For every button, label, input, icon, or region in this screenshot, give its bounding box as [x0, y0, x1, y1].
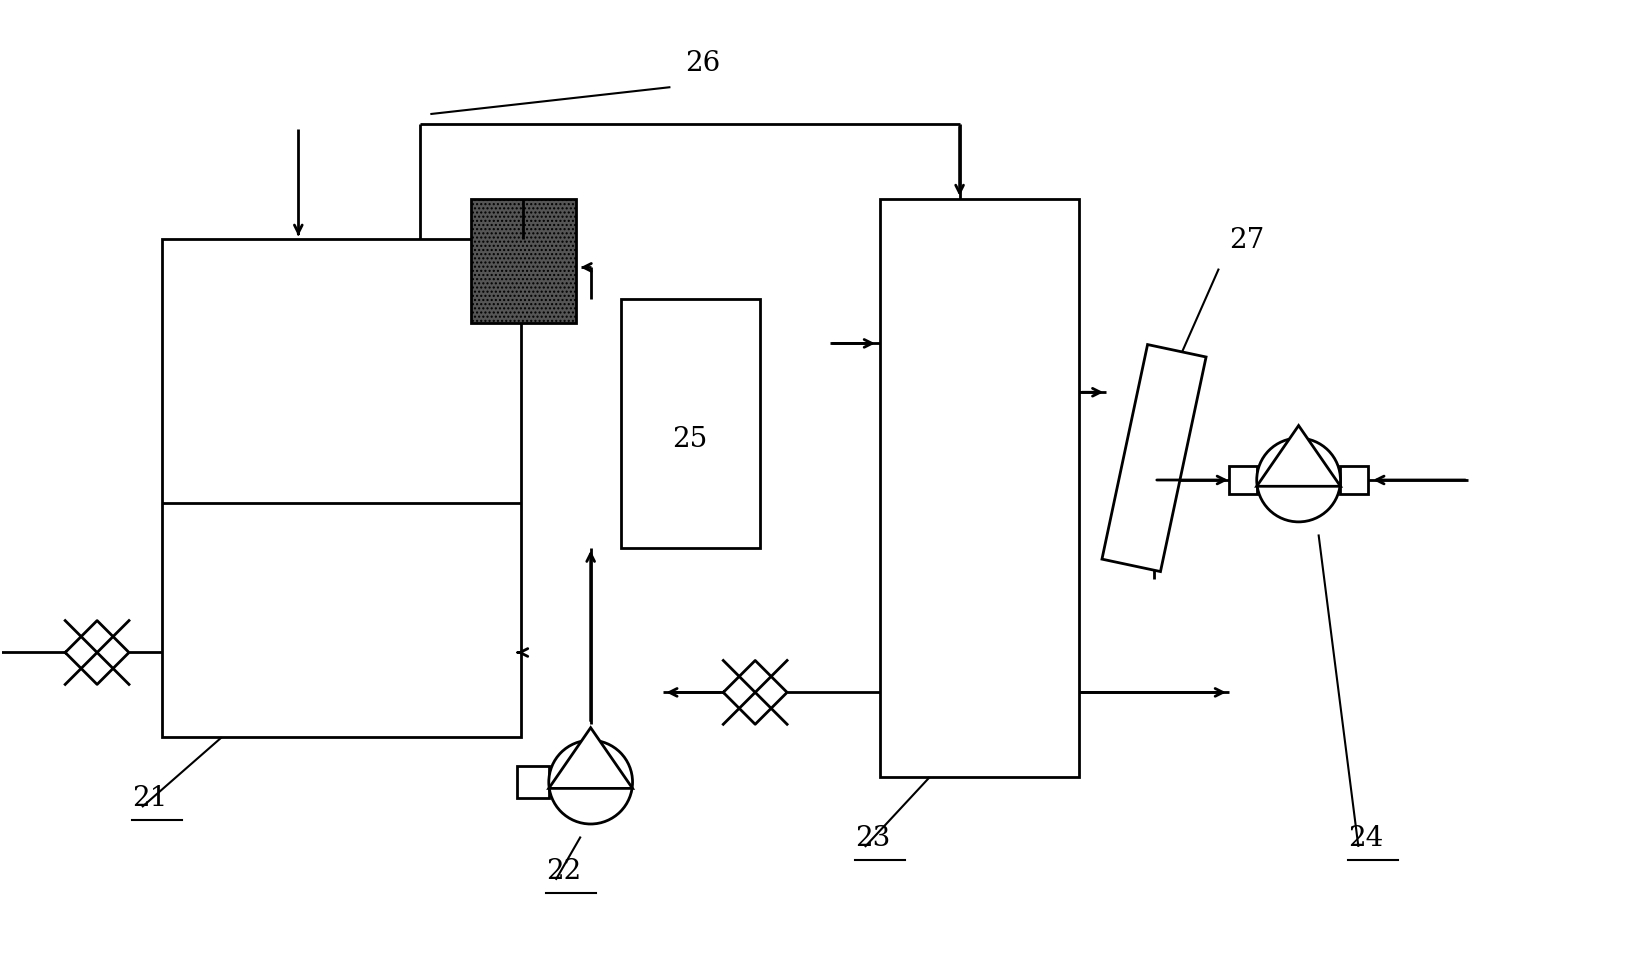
Bar — [1340, 466, 1368, 494]
Text: 25: 25 — [672, 426, 708, 453]
Polygon shape — [548, 728, 633, 788]
Bar — [162, 239, 520, 738]
Text: 23: 23 — [856, 825, 890, 852]
Circle shape — [548, 741, 633, 824]
Bar — [1229, 466, 1256, 494]
Bar — [620, 299, 761, 548]
Circle shape — [1256, 438, 1340, 522]
Text: 27: 27 — [1229, 227, 1265, 254]
Text: 26: 26 — [685, 50, 720, 78]
Bar — [517, 766, 548, 798]
Polygon shape — [1103, 345, 1206, 572]
Bar — [880, 199, 1080, 777]
Text: 21: 21 — [133, 785, 167, 812]
Polygon shape — [1256, 425, 1340, 487]
Bar — [471, 199, 576, 324]
Text: 24: 24 — [1348, 825, 1384, 852]
Text: 22: 22 — [546, 857, 581, 885]
